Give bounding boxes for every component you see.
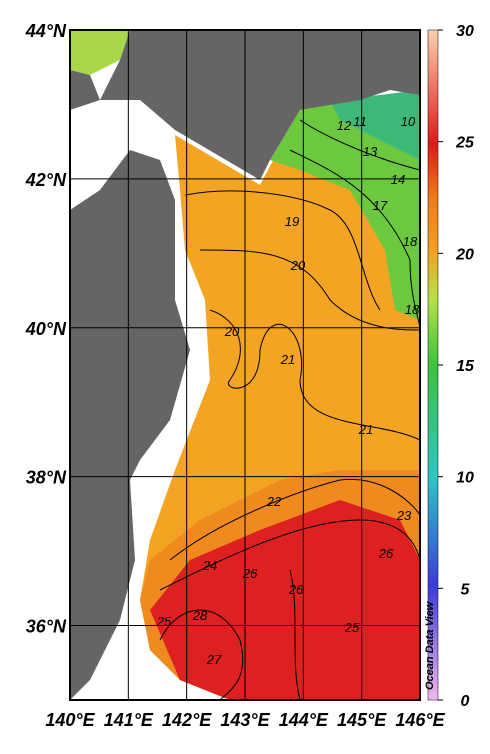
colorbar-tick-label: 20 [455, 246, 474, 263]
lat-tick-label: 36°N [26, 617, 67, 637]
contour-label: 25 [344, 620, 360, 635]
colorbar-tick-label: 15 [456, 358, 475, 375]
contour-label: 26 [378, 546, 394, 561]
watermark: Ocean Data View [424, 600, 436, 690]
contour-label: 26 [288, 582, 304, 597]
colorbar [427, 29, 439, 701]
colorbar-tick-label: 30 [456, 23, 474, 40]
colorbar-tick-label: 25 [455, 135, 475, 152]
land [70, 70, 100, 110]
contour-label: 21 [358, 422, 373, 437]
lat-tick-label: 38°N [26, 468, 67, 488]
contour-label: 27 [206, 652, 222, 667]
land [70, 150, 190, 700]
contour-label: 17 [373, 198, 388, 213]
hot-field [150, 500, 420, 700]
land [100, 30, 420, 180]
nw-field [70, 30, 130, 75]
lon-tick-label: 142°E [162, 710, 212, 730]
contour-label: 20 [290, 258, 306, 273]
lat-tick-label: 42°N [25, 170, 67, 190]
contours [159, 119, 420, 700]
contour-label: 12 [337, 118, 352, 133]
colorbar-tick-label: 10 [456, 470, 474, 487]
lat-tick-label: 40°N [25, 319, 67, 339]
contour-label: 23 [396, 508, 412, 523]
contour-label: 21 [280, 352, 295, 367]
contour-label: 18 [405, 302, 420, 317]
contour-label: 10 [401, 114, 416, 129]
contour-label: 24 [202, 558, 217, 573]
lon-tick-label: 140°E [45, 710, 95, 730]
contour-label: 28 [192, 608, 208, 623]
colorbar-tick-label: 0 [461, 693, 470, 710]
colder-field [330, 90, 420, 160]
contour-label: 22 [266, 494, 282, 509]
contour-label: 11 [353, 114, 367, 129]
lon-tick-label: 143°E [220, 710, 270, 730]
contour-label: 13 [363, 144, 378, 159]
lon-tick-label: 145°E [337, 710, 387, 730]
lon-tick-label: 141°E [104, 710, 154, 730]
contour-label: 19 [285, 214, 299, 229]
cold-field [270, 90, 420, 320]
contour-label: 26 [242, 566, 258, 581]
lat-tick-label: 44°N [25, 21, 67, 41]
contour-label: 14 [391, 172, 405, 187]
contour-label: 25 [156, 614, 172, 629]
contour-label: 18 [403, 234, 418, 249]
contour-label: 20 [224, 324, 240, 339]
colorbar-tick-label: 5 [461, 581, 471, 598]
lon-tick-label: 146°E [395, 710, 445, 730]
lon-tick-label: 144°E [279, 710, 329, 730]
